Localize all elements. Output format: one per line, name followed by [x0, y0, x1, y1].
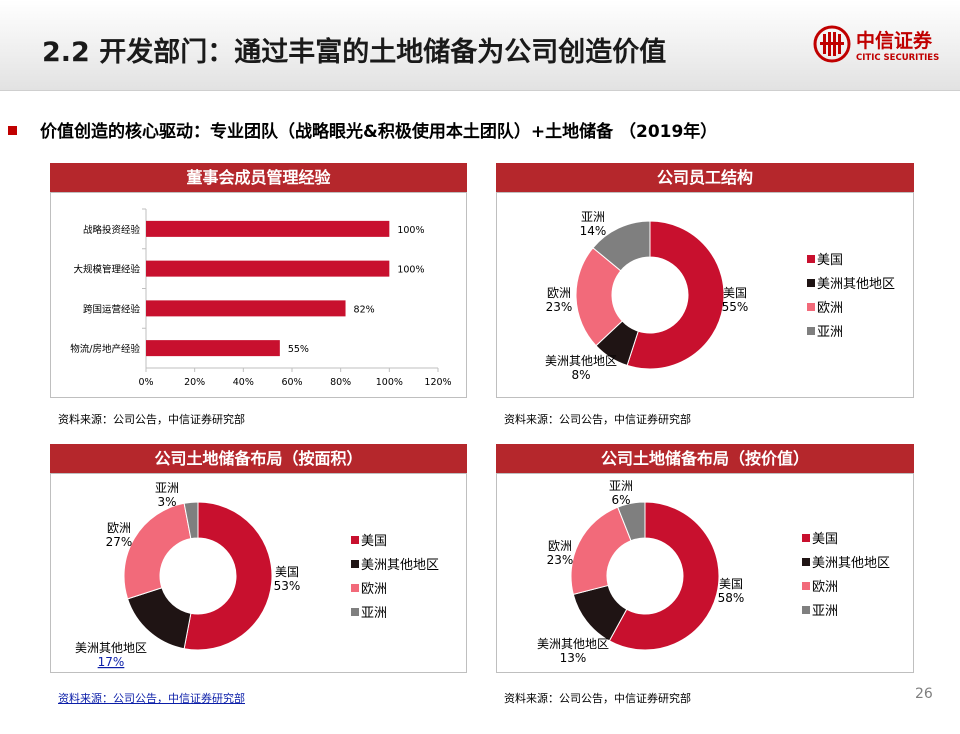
company-logo: 中信证券 CITIC SECURITIES — [812, 22, 952, 68]
board-experience-chart: 战略投资经验 100% 大规模管理经验 100% 跨国运营经验 82% 物流/房地产经验 55… — [50, 192, 467, 398]
category-label: 战略投资经验 — [83, 224, 141, 236]
slice-percent-label: 13% — [560, 651, 587, 665]
x-tick-label: 40% — [233, 377, 254, 388]
donut-slice — [123, 502, 192, 600]
x-tick-label: 60% — [281, 377, 302, 388]
source-note-land-area[interactable]: 资料来源：公司公告，中信证券研究部 — [58, 692, 245, 705]
donut-slice — [126, 587, 192, 650]
slice-name-label: 美洲其他地区 — [75, 641, 147, 655]
headline: 价值创造的核心驱动：专业团队（战略眼光&积极使用本土团队）+土地储备 （2019… — [40, 122, 718, 142]
legend-swatch — [351, 536, 359, 544]
donut-slice — [183, 501, 199, 540]
slice-percent-label: 8% — [571, 368, 590, 382]
donut-slice — [608, 501, 720, 651]
staff-structure-chart: 美国 55% 美洲其他地区 8% 欧洲 23% 亚洲 14% 美国 美洲其他地区 欧洲 亚洲 — [496, 192, 914, 398]
land-area-chart: 美国 53% 美洲其他地区 17% 欧洲 27% 亚洲 3% 美国 美洲其他地区 欧洲 亚洲 — [50, 473, 467, 673]
page-number: 26 — [915, 686, 933, 702]
donut-slice — [626, 220, 725, 370]
legend-label: 亚洲 — [361, 606, 387, 621]
panel-header-board: 董事会成员管理经验 — [50, 163, 467, 192]
donut-slice — [617, 501, 646, 542]
x-tick-label: 20% — [184, 377, 205, 388]
slide-title: 2.2 开发部门：通过丰富的土地储备为公司创造价值 — [42, 37, 667, 68]
bullet-square — [8, 126, 17, 135]
slice-name-label: 美国 — [723, 286, 747, 300]
slice-name-label: 欧洲 — [107, 521, 131, 535]
slice-percent-label: 14% — [580, 224, 607, 238]
legend-label: 美洲其他地区 — [817, 277, 895, 292]
slice-name-label: 亚洲 — [609, 479, 633, 493]
legend-label: 美洲其他地区 — [361, 558, 439, 573]
slice-name-label: 亚洲 — [155, 481, 179, 495]
x-tick-label: 100% — [376, 377, 403, 388]
slide-header: 2.2 开发部门：通过丰富的土地储备为公司创造价值 中信证券 CITIC SEC… — [0, 0, 960, 91]
slice-percent-label: 53% — [274, 579, 301, 593]
slice-percent-label: 27% — [106, 535, 133, 549]
bar — [146, 220, 390, 237]
land-value-chart: 美国 58% 美洲其他地区 13% 欧洲 23% 亚洲 6% 美国 美洲其他地区 欧洲 亚洲 — [496, 473, 914, 673]
legend-label: 欧洲 — [812, 580, 838, 595]
bar — [146, 300, 346, 317]
slice-percent-label: 58% — [718, 591, 745, 605]
legend-swatch — [802, 534, 810, 542]
bar-value-label: 82% — [354, 304, 375, 315]
legend-swatch — [802, 558, 810, 566]
bar-value-label: 100% — [397, 225, 424, 236]
panel-header-land-value: 公司土地储备布局（按价值） — [496, 444, 914, 473]
legend-label: 亚洲 — [812, 604, 838, 619]
bar — [146, 340, 280, 357]
legend-label: 美国 — [361, 534, 387, 549]
legend-swatch — [807, 327, 815, 335]
slice-name-label: 美国 — [719, 577, 743, 591]
donut-slice — [183, 501, 273, 651]
category-label: 物流/房地产经验 — [70, 343, 140, 355]
legend-label: 美洲其他地区 — [812, 556, 890, 571]
source-note-staff: 资料来源：公司公告，中信证券研究部 — [504, 413, 691, 426]
legend-label: 欧洲 — [817, 301, 843, 316]
legend-swatch — [351, 560, 359, 568]
citic-logo-icon — [813, 25, 851, 63]
legend-label: 亚洲 — [817, 325, 843, 340]
category-label: 大规模管理经验 — [73, 264, 140, 276]
legend-swatch — [807, 303, 815, 311]
slice-percent-label: 23% — [547, 553, 574, 567]
x-tick-label: 120% — [424, 377, 451, 388]
legend-swatch — [807, 255, 815, 263]
bar-value-label: 55% — [288, 344, 309, 355]
slice-percent-label: 55% — [722, 300, 749, 314]
donut-slice — [592, 220, 651, 272]
category-label: 跨国运营经验 — [83, 303, 141, 315]
source-note-land-value: 资料来源：公司公告，中信证券研究部 — [504, 692, 691, 705]
slice-name-label: 欧洲 — [547, 286, 571, 300]
legend-swatch — [802, 606, 810, 614]
source-note-board: 资料来源：公司公告，中信证券研究部 — [58, 413, 245, 426]
logo-text-en: CITIC SECURITIES — [856, 53, 940, 63]
slice-name-label: 美洲其他地区 — [537, 637, 609, 651]
slice-name-label: 欧洲 — [548, 539, 572, 553]
panel-header-land-area: 公司土地储备布局（按面积） — [50, 444, 467, 473]
bar — [146, 260, 390, 277]
slice-percent-label: 6% — [611, 493, 630, 507]
donut-slice — [570, 506, 632, 596]
legend-swatch — [351, 584, 359, 592]
slice-name-label: 美国 — [275, 565, 299, 579]
slice-percent-label: 23% — [546, 300, 573, 314]
slice-percent-label: 3% — [157, 495, 176, 509]
bar-value-label: 100% — [397, 265, 424, 276]
legend-swatch — [807, 279, 815, 287]
panel-header-staff: 公司员工结构 — [496, 163, 914, 192]
slice-name-label: 美洲其他地区 — [545, 354, 617, 368]
legend-label: 美国 — [812, 532, 838, 547]
x-tick-label: 0% — [138, 377, 153, 388]
legend-swatch — [351, 608, 359, 616]
slice-name-label: 亚洲 — [581, 210, 605, 224]
slice-percent-label: 17% — [98, 655, 125, 669]
x-tick-label: 80% — [330, 377, 351, 388]
legend-label: 美国 — [817, 253, 843, 268]
logo-text-cn: 中信证券 — [856, 30, 933, 52]
legend-label: 欧洲 — [361, 582, 387, 597]
legend-swatch — [802, 582, 810, 590]
